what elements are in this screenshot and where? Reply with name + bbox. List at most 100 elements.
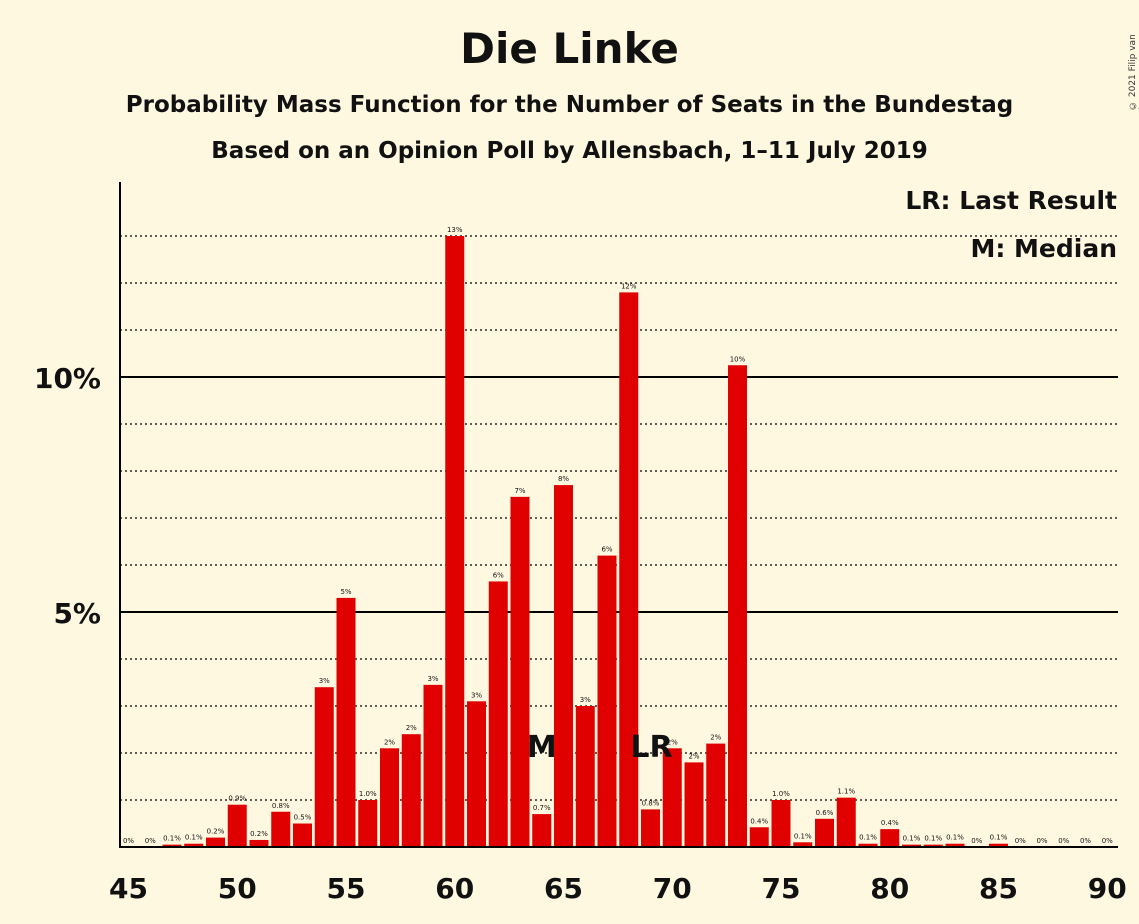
- chart-title: Die Linke: [460, 24, 679, 73]
- bar-seat-74: [749, 827, 769, 847]
- bar-seat-73: [728, 365, 747, 847]
- bar-label-seat-55: 5%: [340, 588, 351, 596]
- bar-label-seat-80: 0.4%: [881, 819, 899, 827]
- bar-seat-76: [793, 842, 813, 847]
- bar-seat-47: [162, 844, 182, 847]
- y-tick-label-10: 10%: [34, 362, 101, 395]
- bar-seat-70: [662, 748, 682, 847]
- bar-label-seat-47: 0.1%: [163, 835, 181, 843]
- bar-seat-49: [206, 837, 225, 847]
- bar-seat-59: [423, 684, 443, 847]
- bar-label-seat-67: 6%: [601, 546, 612, 554]
- x-tick-label-70: 70: [653, 872, 692, 905]
- bar-label-seat-89: 0%: [1080, 837, 1091, 845]
- y-tick-label-5: 5%: [53, 597, 101, 630]
- bar-seat-81: [902, 844, 921, 847]
- marker-m: M: [527, 730, 557, 765]
- bar-label-seat-82: 0.1%: [924, 835, 942, 843]
- bar-seat-80: [880, 829, 900, 847]
- marker-lr: LR: [630, 730, 672, 765]
- bar-label-seat-72: 2%: [710, 734, 721, 742]
- bar-label-seat-77: 0.6%: [816, 809, 834, 817]
- bar-label-seat-60: 13%: [447, 226, 463, 234]
- bar-seat-83: [945, 843, 965, 847]
- bar-seat-72: [706, 743, 726, 847]
- bar-label-seat-88: 0%: [1058, 837, 1069, 845]
- bar-label-seat-57: 2%: [384, 738, 395, 746]
- bar-seat-54: [314, 687, 334, 847]
- x-tick-label-80: 80: [870, 872, 909, 905]
- bar-label-seat-52: 0.8%: [272, 802, 290, 810]
- x-tick-label-75: 75: [762, 872, 801, 905]
- bar-seat-48: [184, 843, 204, 847]
- bar-label-seat-74: 0.4%: [750, 817, 768, 825]
- bar-label-seat-54: 3%: [319, 677, 330, 685]
- bar-label-seat-56: 1.0%: [359, 790, 377, 798]
- bar-label-seat-75: 1.0%: [772, 790, 790, 798]
- bar-label-seat-86: 0%: [1015, 837, 1026, 845]
- chart-subtitle: Probability Mass Function for the Number…: [125, 92, 1014, 118]
- bar-label-seat-69: 0.8%: [642, 799, 660, 807]
- bar-seat-68: [619, 292, 639, 847]
- bar-label-seat-50: 0.9%: [228, 795, 246, 803]
- bar-label-seat-48: 0.1%: [185, 834, 203, 842]
- bar-seat-56: [358, 800, 378, 847]
- bar-seat-53: [293, 823, 312, 847]
- bar-seat-67: [597, 555, 617, 847]
- bar-label-seat-70: 2%: [667, 738, 678, 746]
- bar-label-seat-63: 7%: [514, 487, 525, 495]
- bar-seat-79: [858, 843, 878, 847]
- bar-seat-61: [467, 701, 486, 847]
- bar-seat-71: [684, 762, 704, 847]
- bar-label-seat-61: 3%: [471, 691, 482, 699]
- bar-seat-65: [554, 485, 573, 847]
- bar-label-seat-71: 2%: [688, 752, 699, 760]
- bar-label-seat-66: 3%: [580, 696, 591, 704]
- x-tick-label-50: 50: [218, 872, 257, 905]
- bar-seat-85: [989, 843, 1008, 847]
- x-tick-label-55: 55: [327, 872, 366, 905]
- bar-seat-51: [249, 839, 269, 847]
- bar-label-seat-45: 0%: [123, 837, 134, 845]
- bar-seat-55: [336, 597, 356, 847]
- bar-seat-69: [641, 809, 660, 847]
- bar-label-seat-65: 8%: [558, 475, 569, 483]
- bar-label-seat-49: 0.2%: [207, 828, 225, 836]
- x-tick-label-45: 45: [109, 872, 148, 905]
- bar-seat-63: [510, 496, 530, 847]
- legend-entry-1: LR: Last Result: [905, 186, 1117, 215]
- bar-seat-52: [271, 811, 291, 847]
- bar-label-seat-53: 0.5%: [294, 814, 312, 822]
- x-tick-label-65: 65: [544, 872, 583, 905]
- bar-seat-66: [575, 706, 595, 847]
- legend-entry-2: M: Median: [970, 234, 1117, 263]
- x-tick-label-90: 90: [1088, 872, 1127, 905]
- bar-label-seat-84: 0%: [971, 837, 982, 845]
- bar-label-seat-81: 0.1%: [903, 835, 921, 843]
- bar-label-seat-51: 0.2%: [250, 830, 268, 838]
- bar-label-seat-87: 0%: [1036, 837, 1047, 845]
- bar-seat-75: [771, 800, 791, 847]
- bar-label-seat-83: 0.1%: [946, 834, 964, 842]
- bar-label-seat-64: 0.7%: [533, 804, 551, 812]
- bar-seat-78: [836, 797, 856, 847]
- bar-seat-77: [815, 818, 834, 847]
- bar-seat-57: [380, 748, 399, 847]
- bar-seat-50: [227, 804, 247, 847]
- chart-subtitle-source: Based on an Opinion Poll by Allensbach, …: [211, 138, 928, 164]
- bar-seat-82: [923, 844, 943, 847]
- bar-label-seat-59: 3%: [427, 675, 438, 683]
- bar-seat-60: [445, 236, 465, 847]
- bar-seat-58: [401, 734, 421, 847]
- x-tick-label-60: 60: [435, 872, 474, 905]
- bar-label-seat-90: 0%: [1102, 837, 1113, 845]
- bar-seat-64: [532, 814, 552, 847]
- bar-label-seat-58: 2%: [406, 724, 417, 732]
- bar-label-seat-76: 0.1%: [794, 832, 812, 840]
- bar-seat-62: [488, 581, 508, 847]
- bar-label-seat-79: 0.1%: [859, 834, 877, 842]
- bar-label-seat-62: 6%: [493, 571, 504, 579]
- bar-label-seat-46: 0%: [145, 837, 156, 845]
- x-tick-label-85: 85: [979, 872, 1018, 905]
